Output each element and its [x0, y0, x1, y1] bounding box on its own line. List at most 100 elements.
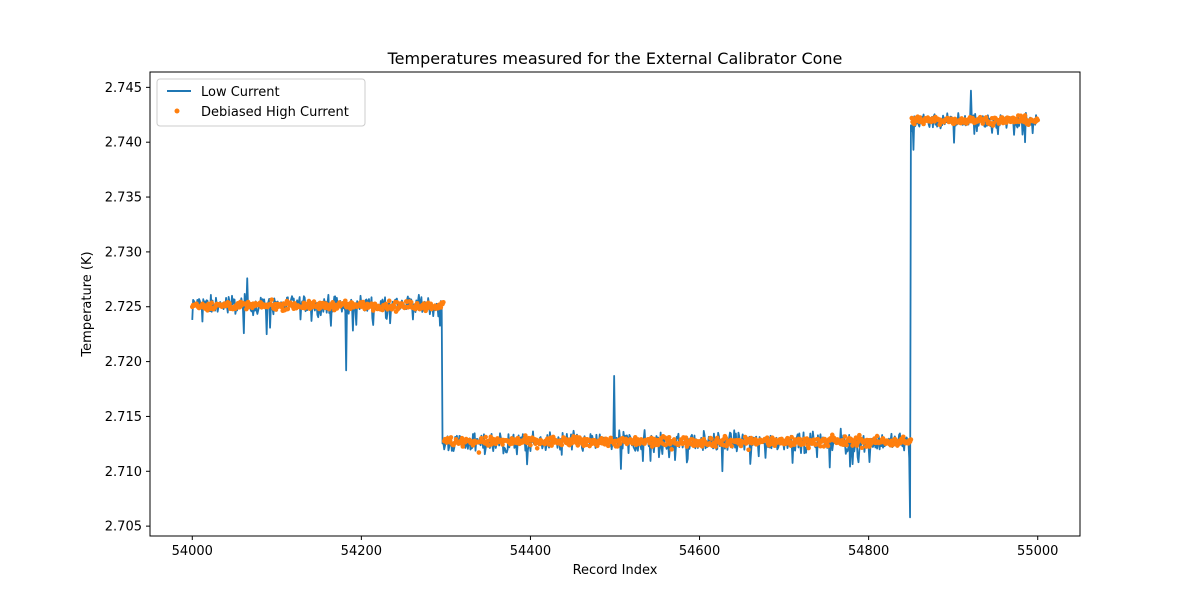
- scatter-point: [844, 442, 849, 448]
- scatter-point: [285, 306, 291, 312]
- scatter-point: [386, 298, 392, 304]
- scatter-point: [370, 308, 376, 313]
- scatter-point: [811, 437, 816, 442]
- scatter-point: [901, 434, 906, 440]
- scatter-point: [549, 443, 554, 448]
- y-tick-label: 2.730: [105, 245, 142, 260]
- x-tick-label: 54000: [172, 544, 213, 559]
- scatter-point: [909, 115, 915, 121]
- scatter-point: [772, 443, 778, 449]
- scatter-point: [683, 435, 689, 441]
- scatter-point: [980, 121, 986, 126]
- scatter-point: [769, 435, 775, 440]
- y-tick-label: 2.740: [105, 136, 142, 151]
- scatter-point: [392, 304, 397, 310]
- scatter-point: [269, 297, 275, 302]
- scatter-point: [559, 442, 565, 448]
- scatter-point: [908, 437, 914, 442]
- legend-marker-swatch: [174, 108, 180, 114]
- y-tick-label: 2.715: [105, 410, 142, 425]
- scatter-point: [330, 300, 335, 305]
- scatter-point: [729, 443, 734, 449]
- scatter-point: [360, 299, 366, 305]
- scatter-point: [857, 432, 862, 438]
- scatter-point: [564, 437, 570, 442]
- y-tick-label: 2.720: [105, 355, 142, 370]
- scatter-point: [825, 443, 831, 449]
- x-tick-label: 54800: [848, 544, 889, 559]
- scatter-point: [746, 447, 751, 453]
- plot-area: [150, 72, 1080, 536]
- x-axis-ticks: 54000 54200 54400 54600 54800 55000: [172, 536, 1058, 559]
- y-tick-label: 2.735: [105, 191, 142, 206]
- scatter-point: [789, 434, 794, 440]
- scatter-point: [783, 441, 789, 447]
- scatter-point: [1004, 120, 1009, 125]
- scatter-point: [438, 305, 444, 310]
- plot-frame: [149, 71, 1081, 537]
- scatter-point: [818, 443, 823, 449]
- scatter-point: [724, 443, 729, 449]
- y-tick-label: 2.705: [105, 520, 142, 535]
- y-axis-ticks: 2.705 2.710 2.715 2.720 2.725 2.730 2.735 2.740…: [105, 81, 150, 535]
- scatter-point: [617, 441, 623, 447]
- scatter-point: [279, 304, 285, 310]
- scatter-point: [1035, 117, 1041, 123]
- scatter-point: [859, 445, 865, 451]
- x-axis-label: Record Index: [573, 563, 658, 578]
- scatter-point: [500, 442, 505, 447]
- legend-box: [156, 78, 366, 127]
- x-tick-label: 54600: [679, 544, 720, 559]
- scatter-point: [715, 435, 720, 441]
- legend: Low Current Debiased High Current: [156, 78, 366, 127]
- scatter-point: [1022, 113, 1028, 118]
- scatter-point: [647, 440, 652, 446]
- scatter-point: [669, 447, 674, 452]
- x-tick-label: 54200: [341, 544, 382, 559]
- scatter-point: [343, 298, 348, 304]
- y-axis-label: Temperature (K): [80, 251, 95, 357]
- scatter-point: [441, 300, 446, 305]
- y-tick-label: 2.710: [105, 465, 142, 480]
- y-tick-label: 2.745: [105, 81, 142, 96]
- scatter-point: [380, 307, 385, 313]
- legend-entry-low-current: Low Current: [201, 85, 280, 100]
- scatter-point: [209, 300, 215, 306]
- series-scatter-debiased-high-current: [189, 113, 1041, 455]
- scatter-point: [893, 437, 898, 443]
- chart-title: Temperatures measured for the External C…: [387, 49, 843, 68]
- scatter-point: [605, 443, 611, 449]
- scatter-point: [523, 433, 528, 438]
- scatter-point: [311, 299, 317, 304]
- scatter-point: [764, 435, 770, 440]
- scatter-point: [408, 300, 414, 305]
- scatter-point: [460, 444, 466, 449]
- scatter-point: [682, 440, 687, 446]
- scatter-point: [413, 306, 418, 312]
- scatter-point: [483, 434, 488, 440]
- y-tick-label: 2.725: [105, 300, 142, 315]
- scatter-point: [569, 440, 575, 446]
- scatter-point: [476, 450, 482, 455]
- scatter-point: [723, 435, 729, 441]
- scatter-point: [709, 436, 714, 441]
- scatter-point: [713, 444, 718, 449]
- scatter-point: [671, 437, 677, 442]
- scatter-point: [666, 434, 672, 440]
- x-tick-label: 55000: [1017, 544, 1058, 559]
- scatter-point: [842, 434, 848, 439]
- series-layer: [189, 89, 1041, 519]
- scatter-point: [575, 443, 581, 448]
- scatter-point: [458, 440, 464, 446]
- scatter-point: [528, 442, 533, 448]
- scatter-point: [490, 436, 496, 442]
- x-tick-label: 54400: [510, 544, 551, 559]
- legend-entry-debiased-high-current: Debiased High Current: [201, 105, 349, 120]
- scatter-point: [921, 121, 926, 127]
- scatter-point: [821, 444, 827, 449]
- scatter-point: [227, 301, 232, 306]
- scatter-point: [806, 445, 811, 451]
- scatter-point: [534, 446, 540, 451]
- scatter-point: [448, 435, 454, 440]
